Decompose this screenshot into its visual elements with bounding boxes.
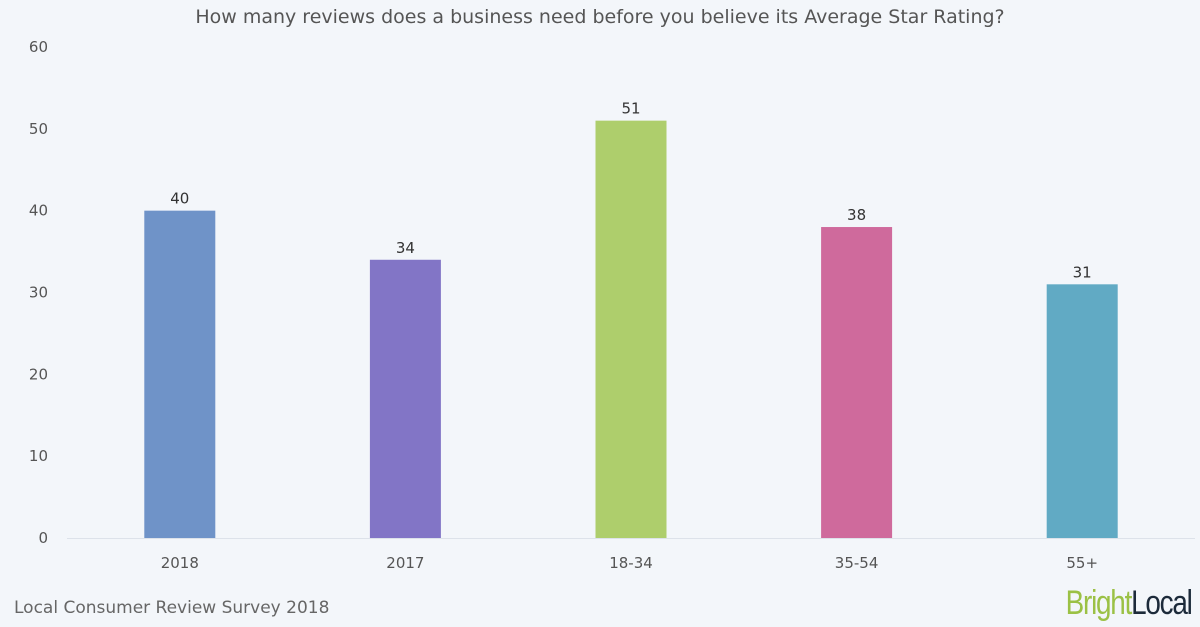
y-tick-label: 60	[29, 38, 48, 56]
data-label: 34	[396, 239, 415, 257]
data-label: 51	[621, 100, 640, 118]
chart-title: How many reviews does a business need be…	[195, 6, 1005, 28]
x-tick-label: 55+	[1066, 554, 1098, 572]
logo-bright: Bright	[1066, 584, 1133, 622]
bar-55+	[1046, 284, 1118, 538]
y-tick-label: 50	[29, 120, 48, 138]
x-tick-label: 18-34	[609, 554, 653, 572]
bar-35-54	[821, 227, 893, 539]
x-tick-label: 2017	[386, 554, 424, 572]
y-tick-label: 30	[29, 284, 48, 302]
data-label: 38	[847, 206, 866, 224]
y-tick-label: 20	[29, 365, 48, 383]
bar-2018	[144, 210, 216, 538]
bar-2017	[369, 259, 441, 538]
brightlocal-logo: BrightLocal	[1066, 584, 1193, 623]
y-tick-label: 40	[29, 202, 48, 220]
source-caption: Local Consumer Review Survey 2018	[14, 598, 330, 618]
y-tick-label: 10	[29, 447, 48, 465]
y-tick-label: 0	[38, 529, 48, 547]
data-label: 31	[1073, 263, 1092, 281]
x-tick-label: 2018	[161, 554, 199, 572]
data-label: 40	[170, 190, 189, 208]
bar-18-34	[595, 120, 667, 539]
x-tick-label: 35-54	[835, 554, 879, 572]
logo-local: Local	[1131, 584, 1193, 622]
